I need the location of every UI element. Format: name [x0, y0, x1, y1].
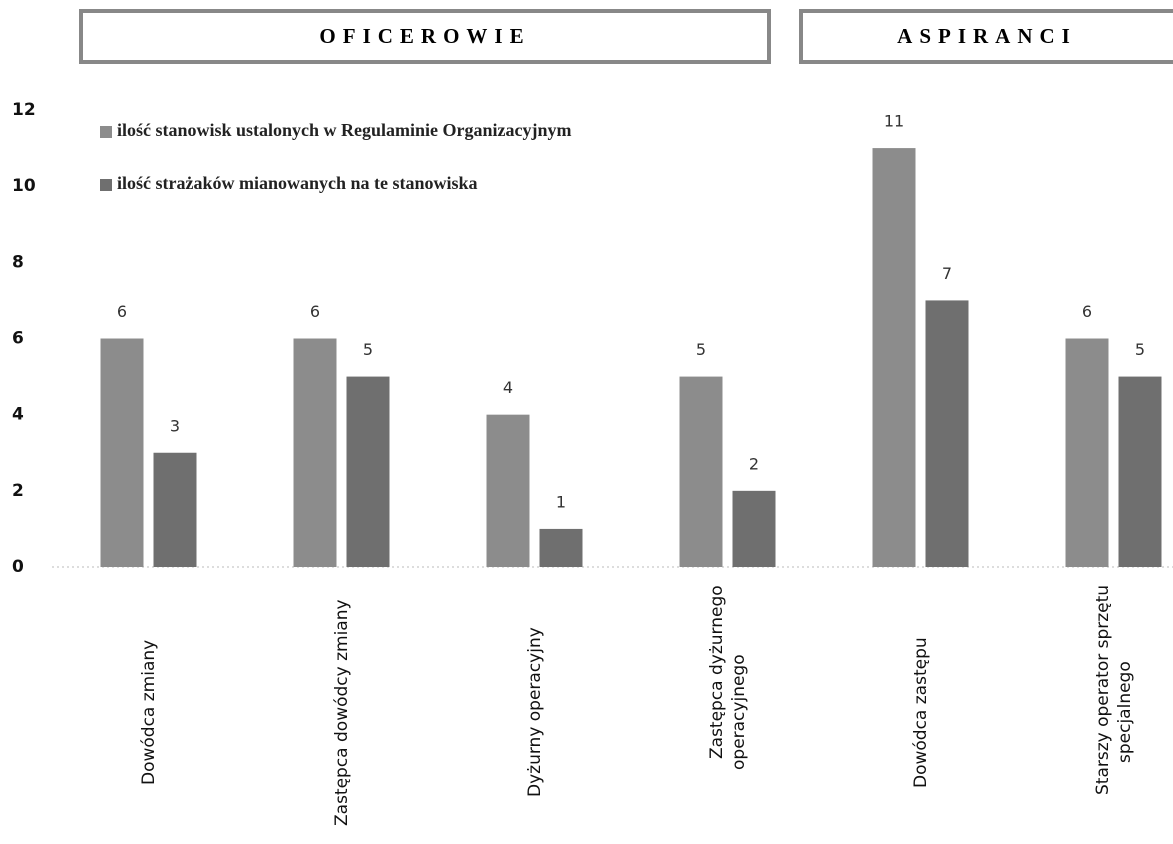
legend-label: ilość strażaków mianowanych na te stanow…: [117, 173, 478, 193]
y-tick-label: 4: [12, 405, 24, 425]
x-tick-label: Zastępca dyżurnego operacyjnego: [706, 585, 749, 771]
data-label: 4: [503, 378, 513, 397]
data-label: 6: [1082, 302, 1092, 321]
bar: [1065, 338, 1109, 567]
bar: [346, 376, 390, 567]
data-label: 1: [556, 492, 566, 511]
bar: [293, 338, 337, 567]
data-label: 2: [749, 454, 759, 473]
x-tick-label: Dowódca zmiany: [138, 639, 159, 786]
bar: [732, 490, 776, 567]
y-tick-label: 2: [12, 481, 24, 501]
header-box: [799, 9, 1173, 64]
y-tick-label: 0: [12, 557, 24, 577]
y-tick-label: 8: [12, 252, 24, 272]
data-label: 3: [170, 416, 180, 435]
bar: [153, 452, 197, 567]
x-tick-label: Starszy operator sprzętu specjalnego: [1092, 585, 1135, 796]
bar: [486, 414, 530, 567]
bar: [1118, 376, 1162, 567]
bar: [679, 376, 723, 567]
data-label: 5: [363, 340, 373, 359]
header-title: ASPIRANCI: [897, 24, 1077, 48]
data-label: 5: [1135, 340, 1145, 359]
legend-label: ilość stanowisk ustalonych w Regulaminie…: [117, 120, 572, 140]
header-box: [79, 9, 771, 64]
legend-swatch: [100, 126, 112, 138]
x-tick-label: Dowódca zastępu: [910, 637, 931, 788]
bar: [100, 338, 144, 567]
data-label: 6: [117, 302, 127, 321]
data-label: 5: [696, 340, 706, 359]
data-label: 6: [310, 302, 320, 321]
header-title: OFICEROWIE: [319, 24, 530, 48]
y-tick-label: 10: [12, 176, 36, 196]
data-label: 11: [884, 112, 904, 131]
bar: [872, 148, 916, 568]
y-tick-label: 12: [12, 100, 36, 120]
y-tick-label: 6: [12, 329, 24, 349]
legend-swatch: [100, 179, 112, 191]
data-label: 7: [942, 264, 952, 283]
x-tick-label: Zastępca dowódcy zmiany: [331, 599, 352, 826]
x-tick-label: Dyżurny operacyjny: [524, 627, 545, 798]
bar: [539, 528, 583, 567]
bar: [925, 300, 969, 567]
